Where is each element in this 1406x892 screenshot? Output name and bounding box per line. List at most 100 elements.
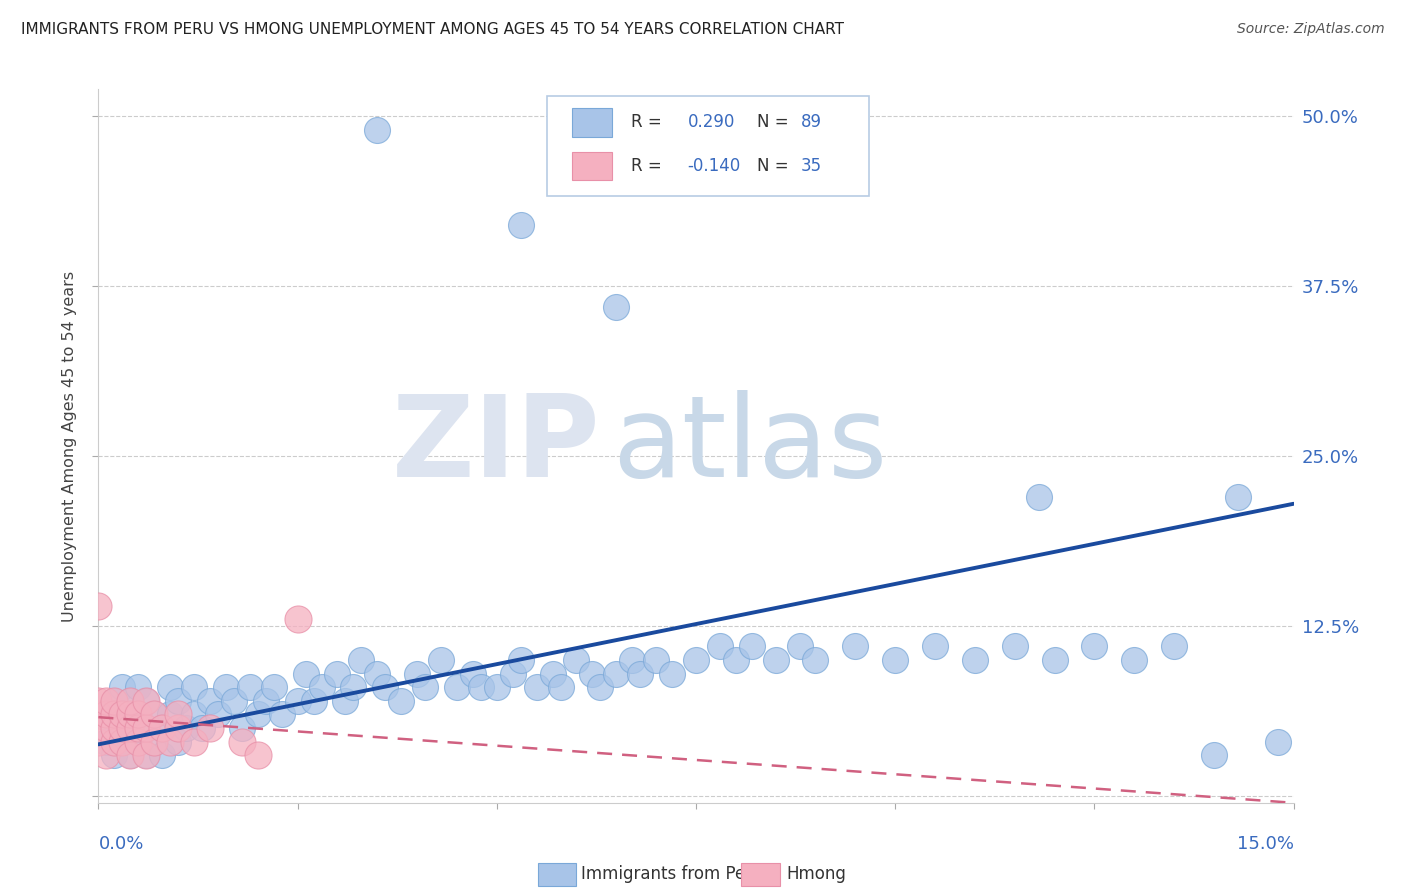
Point [239,680,262,694]
Point [127,707,149,722]
Point [254,694,277,708]
Point [270,707,292,722]
Point [628,666,651,681]
Point [96,707,118,722]
Point [294,666,316,681]
Point [111,707,134,722]
Point [374,680,396,694]
Point [287,612,309,626]
Point [924,640,946,654]
Point [143,707,166,722]
Point [135,748,157,763]
Point [605,300,627,314]
Point [581,666,603,681]
Point [96,748,118,763]
Point [1163,640,1185,654]
Point [207,707,229,722]
Point [446,680,468,694]
Point [963,653,986,667]
Point [167,721,190,735]
Point [159,680,181,694]
Point [485,680,508,694]
Point [96,734,118,748]
Point [1043,653,1066,667]
Point [302,694,325,708]
Text: IMMIGRANTS FROM PERU VS HMONG UNEMPLOYMENT AMONG AGES 45 TO 54 YEARS CORRELATION: IMMIGRANTS FROM PERU VS HMONG UNEMPLOYME… [21,22,844,37]
Point [183,680,205,694]
Point [127,734,149,748]
Point [111,734,134,748]
Point [804,653,827,667]
Point [565,653,588,667]
Point [111,721,134,735]
Point [103,721,125,735]
Point [198,694,221,708]
Point [709,640,731,654]
Point [550,680,572,694]
Point [1202,748,1225,763]
Text: N =: N = [756,113,794,131]
FancyBboxPatch shape [572,152,613,180]
Point [143,707,166,722]
Point [263,680,285,694]
Point [167,707,190,722]
Point [96,694,118,708]
Point [222,694,245,708]
Point [120,748,142,763]
Point [150,721,173,735]
Point [120,694,142,708]
Point [541,666,564,681]
Text: Source: ZipAtlas.com: Source: ZipAtlas.com [1237,22,1385,37]
Point [1028,490,1050,504]
Text: Hmong: Hmong [787,865,846,883]
Text: atlas: atlas [613,391,887,501]
Point [350,653,373,667]
Point [509,653,531,667]
Point [1004,640,1026,654]
Point [765,653,787,667]
Text: 35: 35 [801,157,823,175]
Point [884,653,907,667]
Point [1123,653,1146,667]
Point [103,721,125,735]
Point [1083,640,1105,654]
Y-axis label: Unemployment Among Ages 45 to 54 years: Unemployment Among Ages 45 to 54 years [62,270,77,622]
Point [120,707,142,722]
Point [406,666,429,681]
Point [502,666,524,681]
Point [87,734,110,748]
Point [413,680,436,694]
Point [246,748,269,763]
Point [103,748,125,763]
Point [661,666,683,681]
Text: R =: R = [631,157,672,175]
Point [120,721,142,735]
Text: 89: 89 [801,113,823,131]
Point [1267,734,1289,748]
Point [111,680,134,694]
Point [430,653,453,667]
Point [366,123,388,137]
Point [103,694,125,708]
Text: R =: R = [631,113,672,131]
Point [167,734,190,748]
Point [120,721,142,735]
Text: N =: N = [756,157,794,175]
Point [167,694,190,708]
Point [741,640,763,654]
Point [844,640,866,654]
Point [461,666,484,681]
Text: 0.290: 0.290 [688,113,735,131]
Point [366,666,388,681]
Point [789,640,811,654]
Point [127,680,149,694]
Point [287,694,309,708]
Point [127,707,149,722]
Point [183,734,205,748]
Point [246,707,269,722]
FancyBboxPatch shape [572,108,613,136]
Point [150,748,173,763]
Point [191,721,214,735]
Point [150,721,173,735]
Text: ZIP: ZIP [392,391,600,501]
